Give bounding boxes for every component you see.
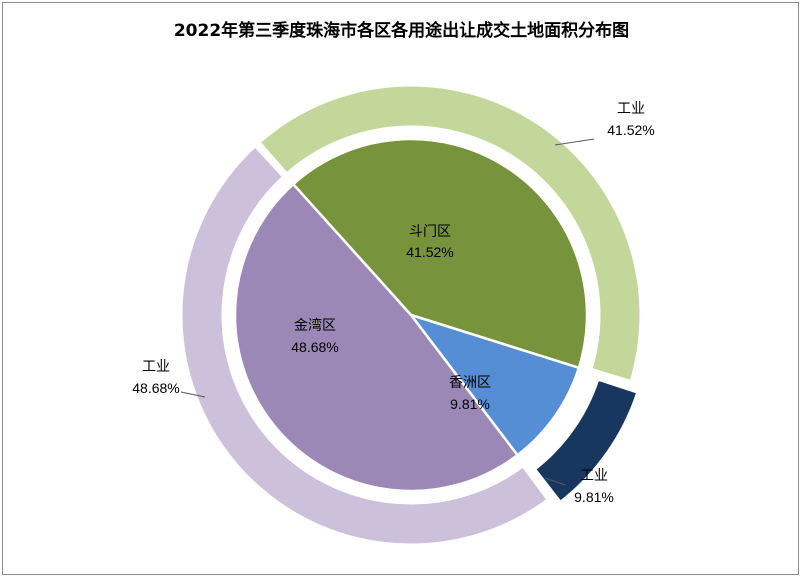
inner-slice-1 [407, 312, 581, 457]
inner-slice-2 [233, 182, 520, 493]
outer-value-label-0: 41.52% [607, 122, 654, 138]
outer-ring [179, 83, 643, 547]
leader-line-1 [544, 477, 566, 486]
outer-category-label-0: 工业 [617, 100, 645, 116]
leader-lines [180, 138, 595, 486]
inner-slice-0 [291, 137, 589, 370]
inner-category-label-1: 香洲区 [449, 374, 491, 390]
outer-value-label-2: 48.68% [132, 380, 179, 396]
inner-value-label-2: 48.68% [291, 339, 338, 355]
outer-category-label-1: 工业 [580, 467, 608, 483]
leader-line-2 [180, 391, 206, 398]
outer-segment-2 [179, 143, 551, 547]
outer-value-label-1: 9.81% [574, 489, 614, 505]
inner-value-label-0: 41.52% [406, 244, 453, 260]
inner-category-label-2: 金湾区 [294, 317, 336, 333]
inner-value-label-1: 9.81% [450, 396, 490, 412]
chart-title: 2022年第三季度珠海市各区各用途出让成交土地面积分布图 [173, 21, 630, 41]
outer-segment-1 [532, 377, 640, 505]
outer-category-label-2: 工业 [142, 358, 170, 374]
data-labels: 斗门区 41.52% 香洲区 9.81% 金湾区 48.68% 工业 41.52% 工业 9.81… [132, 100, 654, 505]
leader-line-0 [554, 138, 595, 146]
inner-category-label-0: 斗门区 [409, 223, 451, 239]
outer-segment-0 [256, 83, 643, 384]
inner-ring [233, 137, 589, 493]
